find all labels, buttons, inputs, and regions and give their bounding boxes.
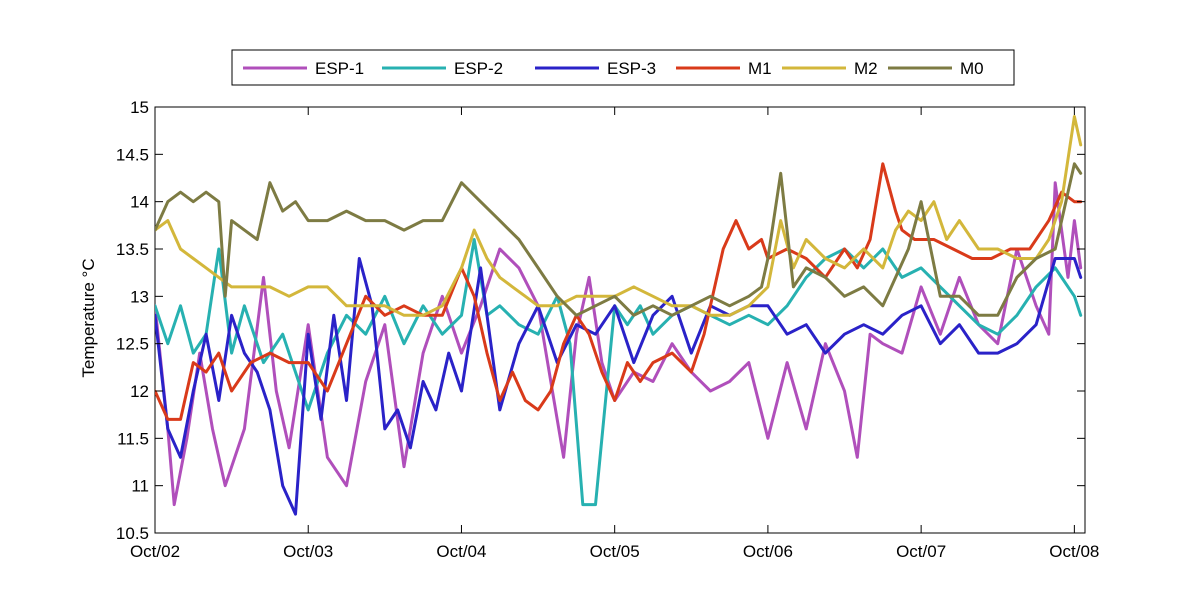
- y-tick-label: 11: [131, 477, 149, 496]
- y-tick-label: 15: [130, 98, 149, 117]
- y-tick-label: 10.5: [116, 524, 149, 543]
- x-tick-label: Oct/03: [283, 542, 333, 561]
- y-tick-label: 14: [130, 193, 149, 212]
- x-tick-label: Oct/07: [896, 542, 946, 561]
- y-axis-label: Temperature °C: [79, 258, 98, 377]
- y-tick-label: 13: [130, 287, 149, 306]
- legend: ESP-1 ESP-2 ESP-3 M1 M2 M0: [231, 49, 1015, 86]
- legend-label-esp-3: ESP-3: [607, 59, 656, 78]
- x-tick-label: Oct/05: [590, 542, 640, 561]
- y-tick-label: 12: [130, 382, 149, 401]
- plot-series: [155, 115, 1083, 516]
- series-line-m2: [155, 115, 1083, 317]
- y-tick-label: 14.5: [116, 145, 149, 164]
- x-tick-label: Oct/04: [436, 542, 486, 561]
- tick-layer: Oct/02 Oct/03 Oct/04 Oct/05 Oct/06 Oct/07 Oct/…: [116, 98, 1099, 561]
- legend-label-esp-1: ESP-1: [315, 59, 364, 78]
- series-line-m0: [155, 162, 1083, 317]
- legend-label-m1: M1: [748, 59, 772, 78]
- y-tick-label: 12.5: [116, 335, 149, 354]
- legend-label-m0: M0: [960, 59, 984, 78]
- x-tick-label: Oct/08: [1049, 542, 1099, 561]
- y-tick-label: 13.5: [116, 240, 149, 259]
- legend-label-m2: M2: [854, 59, 878, 78]
- x-tick-label: Oct/02: [130, 542, 180, 561]
- y-tick-label: 11.5: [117, 429, 149, 448]
- legend-box: [231, 49, 1015, 86]
- x-tick-label: Oct/06: [743, 542, 793, 561]
- legend-label-esp-2: ESP-2: [454, 59, 503, 78]
- series-line-esp-3: [155, 257, 1083, 516]
- series-line-esp-2: [155, 238, 1083, 507]
